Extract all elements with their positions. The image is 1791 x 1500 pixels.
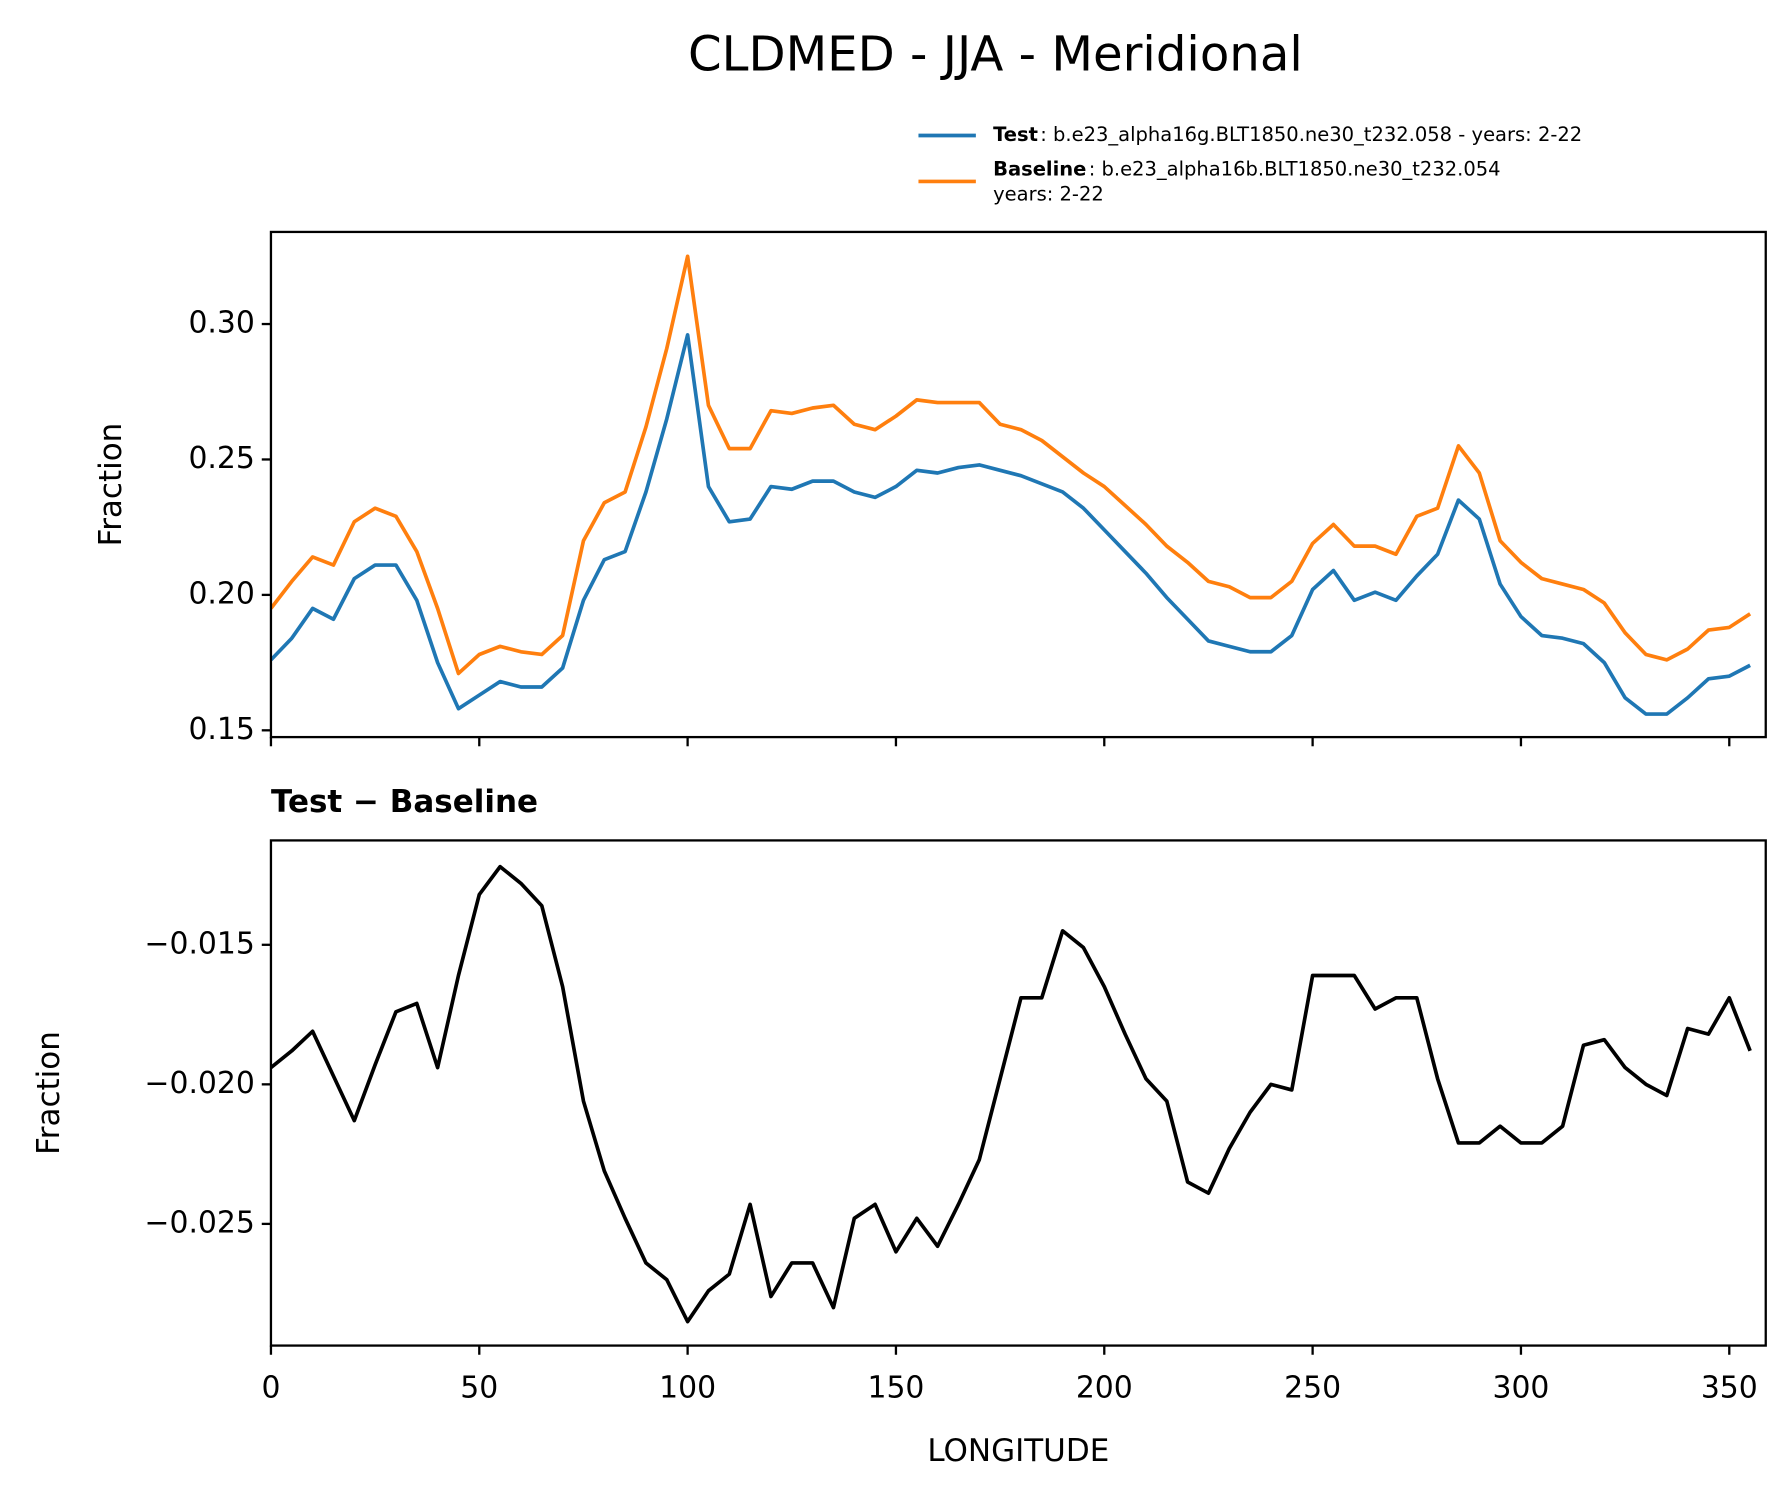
- x-tick-label: 250: [1284, 1371, 1341, 1406]
- legend-label: : b.e23_alpha16b.BLT1850.ne30_t232.054: [1089, 157, 1501, 180]
- x-tick-label: 350: [1701, 1371, 1758, 1406]
- y-tick-label: −0.025: [144, 1205, 254, 1240]
- y-tick-label: 0.20: [188, 576, 254, 611]
- y-tick-label: 0.30: [188, 306, 254, 341]
- series-line: [270, 254, 1752, 676]
- y-axis-label: Fraction: [93, 423, 129, 547]
- y-axis-label: Fraction: [31, 1031, 67, 1155]
- x-tick-label: 100: [659, 1371, 716, 1406]
- x-tick-label: 300: [1492, 1371, 1549, 1406]
- x-tick-label: 200: [1076, 1371, 1133, 1406]
- legend-name: Test: [993, 123, 1038, 146]
- legend-name: Baseline: [993, 157, 1086, 180]
- x-axis-label: LONGITUDE: [927, 1433, 1109, 1469]
- panel-title: Test − Baseline: [271, 784, 538, 820]
- axes-frame: [269, 230, 1767, 739]
- x-tick-label: 50: [460, 1371, 498, 1406]
- plot-area: [270, 864, 1752, 1324]
- axes-frame: [269, 839, 1767, 1347]
- x-tick-label: 150: [867, 1371, 924, 1406]
- figure-title: CLDMED - JJA - Meridional: [688, 26, 1303, 82]
- y-tick-label: 0.15: [188, 712, 254, 747]
- y-tick-label: −0.015: [144, 926, 254, 961]
- y-tick-label: 0.25: [188, 441, 254, 476]
- legend-label: years: 2-22: [993, 183, 1104, 206]
- legend-label: : b.e23_alpha16g.BLT1850.ne30_t232.058 -…: [1040, 123, 1582, 146]
- plot-area: [270, 254, 1752, 716]
- series-line: [270, 864, 1752, 1324]
- x-tick-label: 0: [261, 1371, 280, 1406]
- y-tick-label: −0.020: [144, 1066, 254, 1101]
- series-line: [270, 333, 1751, 716]
